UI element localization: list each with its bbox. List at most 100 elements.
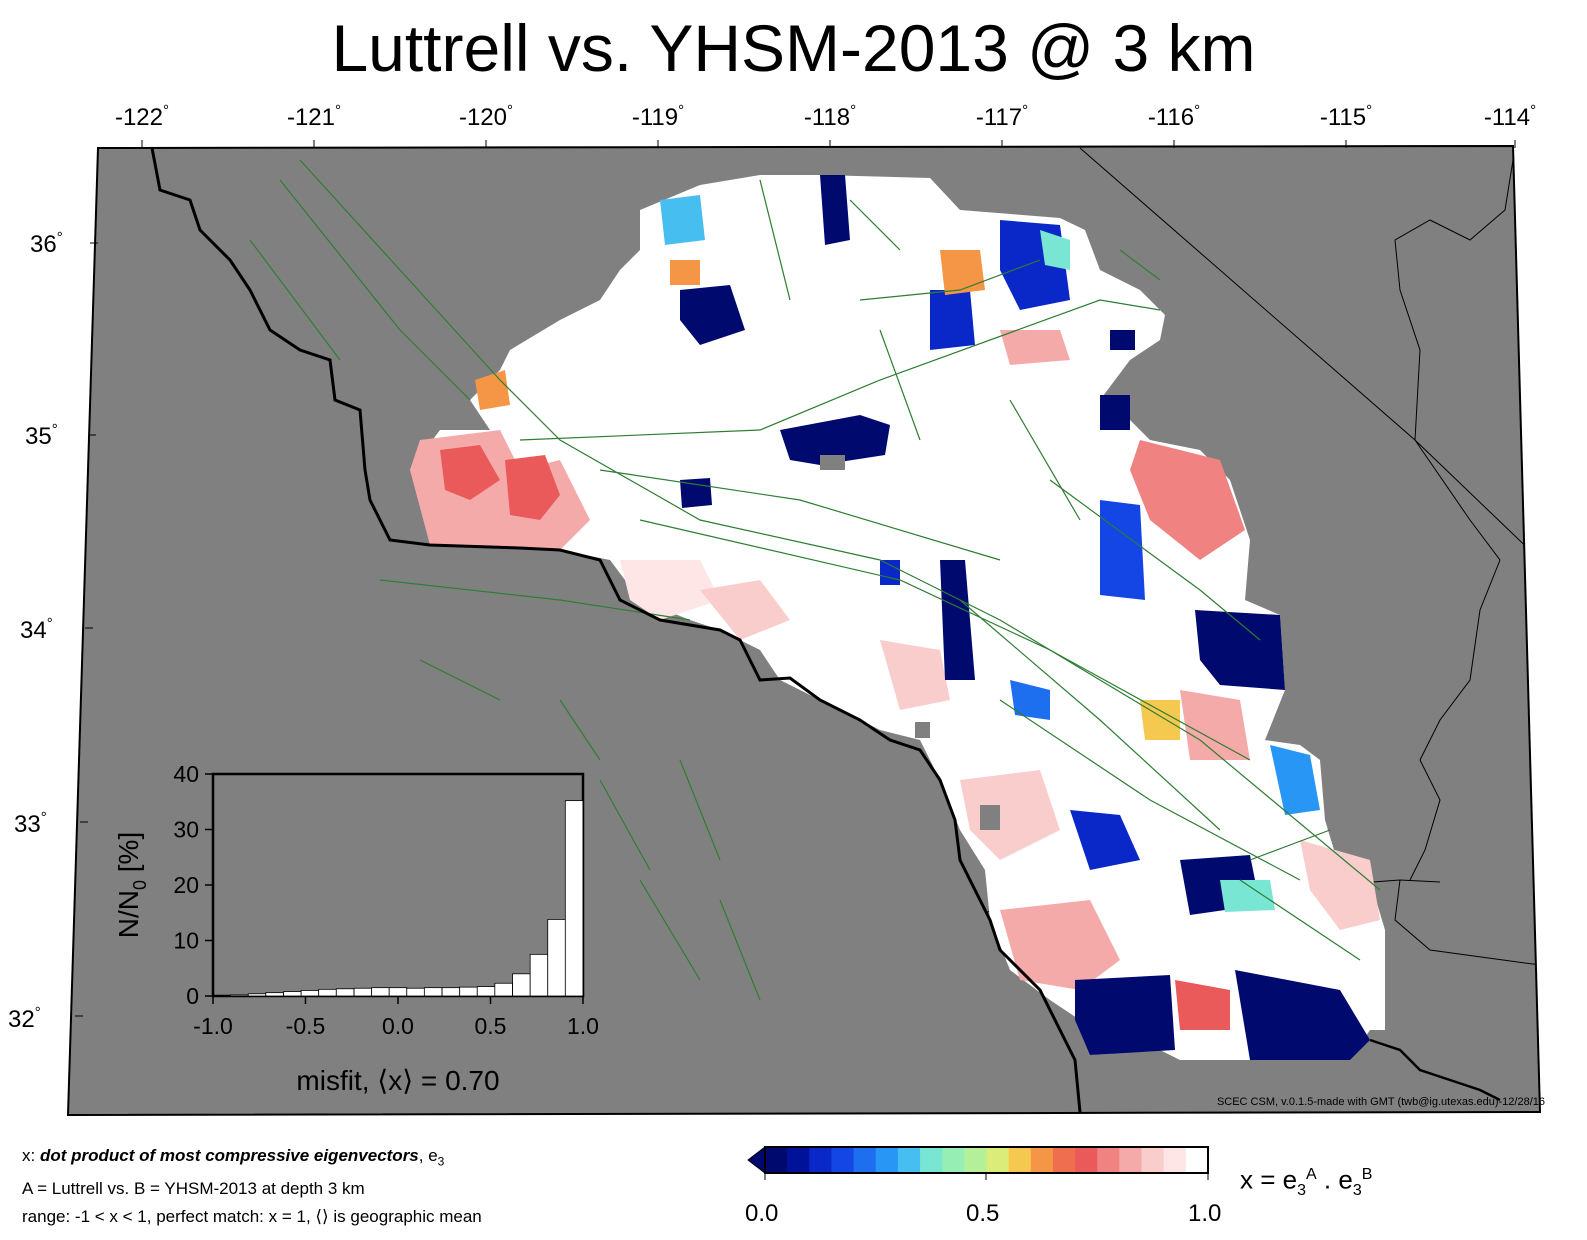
histogram-y-tick-label: 20 xyxy=(173,872,199,898)
page-title: Luttrell vs. YHSM-2013 @ 3 km xyxy=(331,11,1256,85)
frame-ticks xyxy=(75,140,1516,1017)
coastline xyxy=(150,147,1082,1113)
note-line-1: x: dot product of most compressive eigen… xyxy=(22,1146,445,1169)
lon-label: -118° xyxy=(804,102,856,131)
lat-label: 33° xyxy=(14,809,47,838)
histogram-bar xyxy=(318,988,337,997)
histogram-bar xyxy=(212,995,232,997)
histogram-bar xyxy=(423,987,443,997)
no-data-hole xyxy=(820,455,845,470)
lon-label: -116° xyxy=(1148,102,1200,131)
histogram-bars xyxy=(212,800,584,997)
colorbar-cell xyxy=(1097,1147,1120,1173)
misfit-warm-patches xyxy=(670,230,1275,1030)
histogram-bar xyxy=(300,990,320,997)
latitude-labels: 36° 35° 34° 33° 32° xyxy=(8,229,63,1033)
histogram-bar xyxy=(371,987,390,997)
colorado-river xyxy=(1394,159,1514,881)
histogram-bar xyxy=(441,987,461,997)
lon-label: -117° xyxy=(976,102,1028,131)
colorbar-cell xyxy=(1163,1147,1187,1173)
histogram-x-tick-label: 0.5 xyxy=(475,1013,507,1039)
misfit-blue-patches xyxy=(660,175,1370,1060)
histogram-bar xyxy=(529,953,549,997)
lon-label: -122° xyxy=(115,102,169,131)
legend-notes: x: dot product of most compressive eigen… xyxy=(22,1142,482,1231)
no-data-hole xyxy=(980,805,1000,830)
colorbar-tick-label: 1.0 xyxy=(1188,1200,1222,1227)
colorbar-cell xyxy=(986,1147,1010,1173)
colorbar-cell xyxy=(875,1147,899,1173)
colorbar-cell xyxy=(1141,1147,1165,1173)
colorbar-equation: x = e3A . e3B xyxy=(1240,1164,1373,1199)
histogram-bar xyxy=(564,800,584,997)
histogram-plot-area xyxy=(211,772,585,998)
histogram-bar xyxy=(247,993,267,997)
colorbar-cell xyxy=(1030,1147,1054,1173)
lat-label: 34° xyxy=(20,615,53,644)
histogram-bar xyxy=(459,986,478,997)
lon-label: -119° xyxy=(632,102,684,131)
lat-label: 32° xyxy=(8,1004,41,1033)
histogram-y-tick-label: 0 xyxy=(186,983,199,1009)
histogram-x-ticks: -1.0 -0.5 0.0 0.5 1.0 xyxy=(193,996,599,1039)
histogram-bar xyxy=(476,986,496,997)
histogram-bar xyxy=(406,987,425,997)
colorbar-cell xyxy=(831,1147,855,1173)
coastline-baja xyxy=(1369,1038,1501,1102)
no-data-hole xyxy=(915,722,930,738)
colorbar-cell xyxy=(920,1147,943,1173)
colorbar xyxy=(747,1145,1209,1180)
lat-label: 36° xyxy=(30,229,63,258)
note-line-3: range: -1 < x < 1, perfect match: x = 1,… xyxy=(22,1207,482,1227)
lon-label: -121° xyxy=(287,102,341,131)
note-line-2: A = Luttrell vs. B = YHSM-2013 at depth … xyxy=(22,1179,365,1199)
colorbar-cell xyxy=(897,1147,921,1173)
histogram-y-tick-label: 40 xyxy=(173,761,199,787)
histogram-xlabel: misfit, ⟨x⟩ = 0.70 xyxy=(296,1065,499,1096)
colorbar-cell xyxy=(853,1147,877,1173)
lon-label: -115° xyxy=(1320,102,1372,131)
colorbar-underflow-triangle xyxy=(747,1145,766,1175)
fault-traces xyxy=(249,159,1381,1001)
histogram-ylabel: N/N0 [%] xyxy=(113,832,150,938)
map-content xyxy=(150,147,1540,1113)
colorbar-cell xyxy=(1075,1147,1098,1173)
colorbar-cell xyxy=(765,1147,788,1173)
colorbar-cell xyxy=(1052,1147,1076,1173)
histogram-bar xyxy=(512,973,531,997)
data-coverage-region xyxy=(410,175,1385,1060)
colorbar-cell xyxy=(964,1147,987,1173)
histogram-bar xyxy=(494,982,513,997)
histogram-y-ticks: 0 10 20 30 40 xyxy=(173,761,213,1009)
histogram-bar xyxy=(283,991,302,997)
colorbar-cell xyxy=(1185,1147,1209,1173)
misfit-pink-patches xyxy=(410,330,1380,990)
credit-text: SCEC CSM, v.0.1.5-made with GMT (twb@ig.… xyxy=(1217,1096,1545,1108)
histogram-inset: -1.0 -0.5 0.0 0.5 1.0 0 10 20 30 40 misfit, ⟨x⟩ … xyxy=(113,761,599,1096)
colorbar-cells xyxy=(765,1147,1209,1173)
histogram-y-tick-label: 10 xyxy=(173,928,199,954)
lat-label: 35° xyxy=(25,421,58,450)
histogram-x-tick-label: 1.0 xyxy=(567,1013,599,1039)
histogram-bar xyxy=(547,919,566,997)
histogram-bar xyxy=(335,988,355,997)
histogram-x-tick-label: -0.5 xyxy=(286,1013,326,1039)
colorbar-cell xyxy=(809,1147,832,1173)
colorbar-cell xyxy=(1119,1147,1143,1173)
histogram-bar xyxy=(265,992,284,997)
histogram-bar xyxy=(353,987,373,997)
colorbar-cell xyxy=(1008,1147,1032,1173)
colorbar-tick-label: 0.5 xyxy=(966,1200,1000,1227)
colorbar-cell xyxy=(787,1147,810,1173)
gulf-coast xyxy=(1394,879,1540,966)
lon-label: -114° xyxy=(1484,102,1536,131)
histogram-y-tick-label: 30 xyxy=(173,817,199,843)
lon-label: -120° xyxy=(459,102,513,131)
histogram-x-tick-label: -1.0 xyxy=(193,1013,233,1039)
colorbar-tick-label: 0.0 xyxy=(745,1200,779,1227)
histogram-bar xyxy=(388,987,408,997)
colorbar-cell xyxy=(942,1147,965,1173)
longitude-labels: -122° -121° -120° -119° -118° -117° -116… xyxy=(115,102,1536,131)
